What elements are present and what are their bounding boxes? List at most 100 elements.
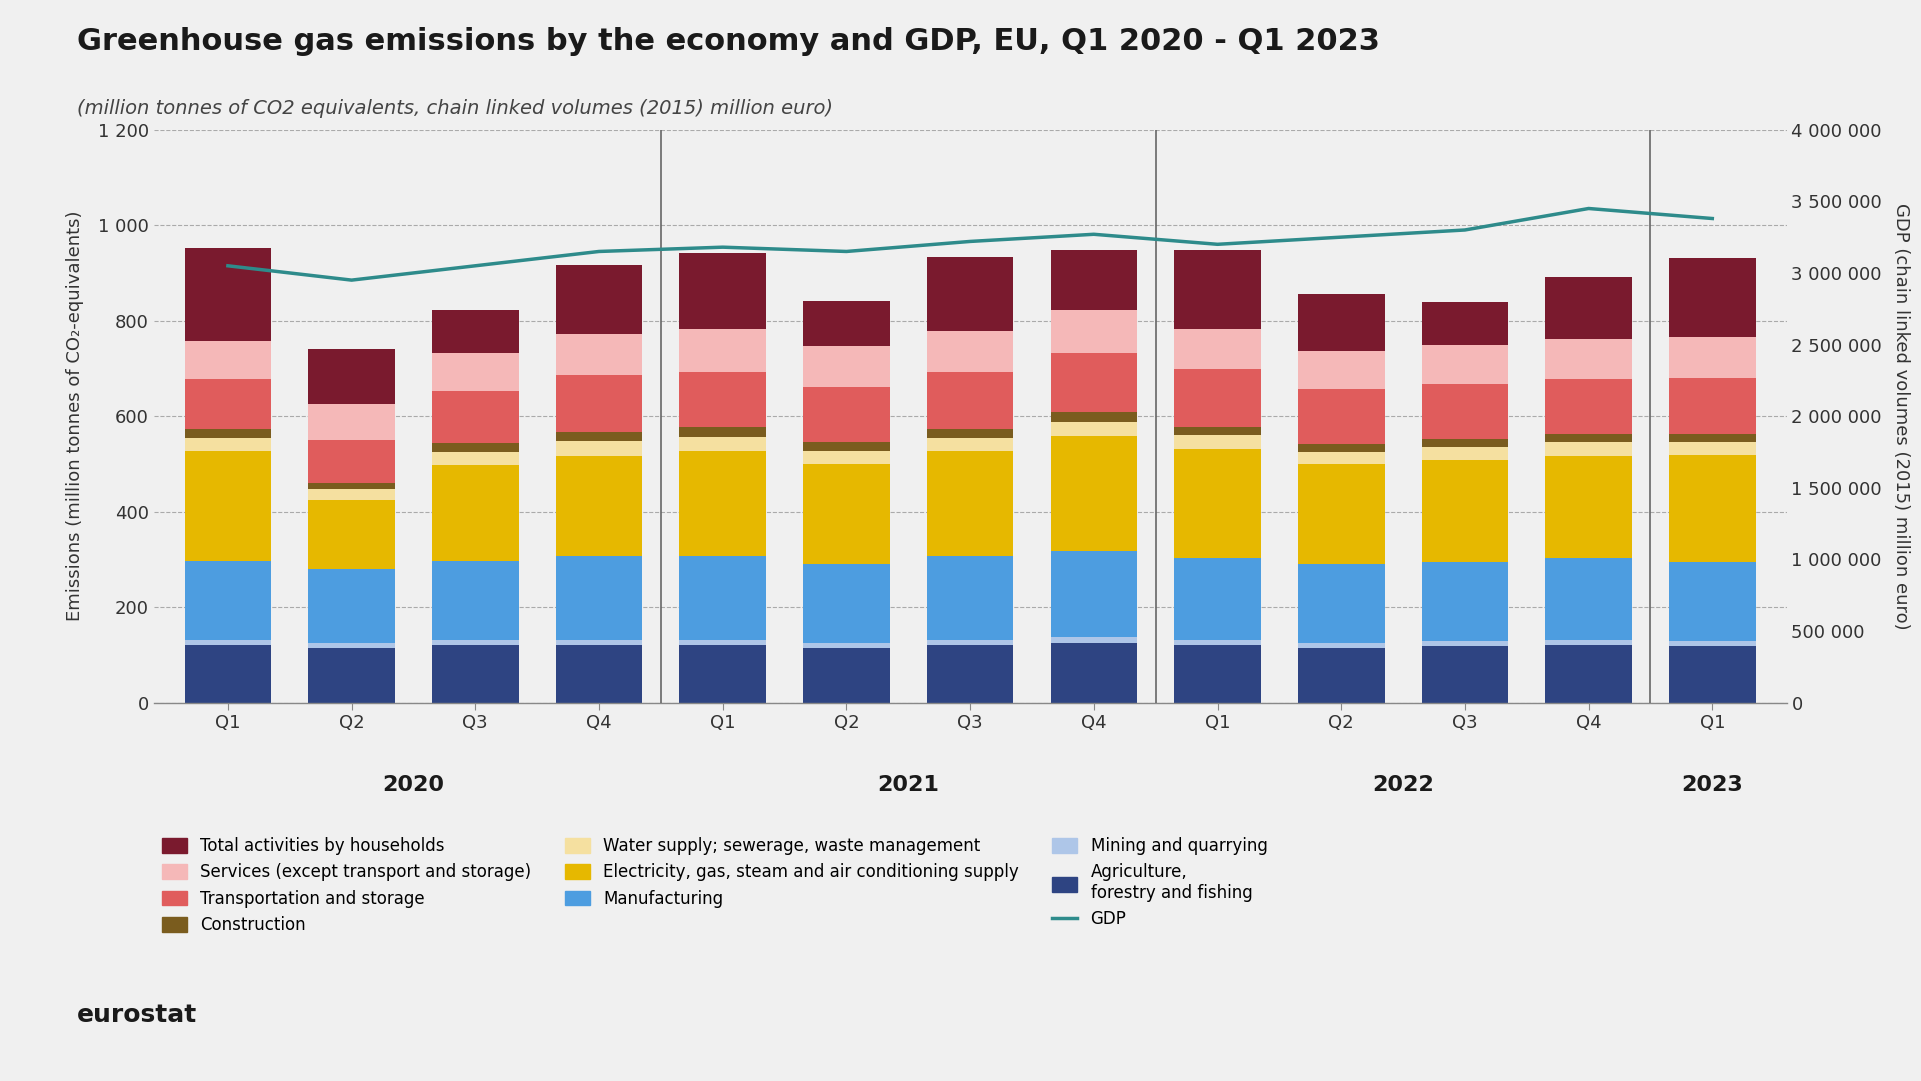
Bar [1299, 464, 1385, 564]
Bar [1669, 562, 1756, 641]
Text: 2020: 2020 [382, 775, 444, 795]
Bar [1422, 384, 1508, 439]
Bar [680, 253, 766, 330]
Bar [1051, 310, 1137, 352]
Bar [1669, 337, 1756, 377]
Bar [307, 482, 396, 490]
Bar [555, 645, 642, 703]
Bar [1299, 648, 1385, 703]
Bar [680, 427, 766, 437]
Bar [803, 451, 889, 464]
Bar [926, 257, 1014, 331]
Bar [1669, 377, 1756, 433]
Bar [432, 443, 519, 452]
Text: 2021: 2021 [878, 775, 939, 795]
Bar [1544, 379, 1633, 433]
Bar [1174, 370, 1260, 427]
Bar [1669, 646, 1756, 703]
Bar [1174, 559, 1260, 640]
Bar [803, 643, 889, 648]
Bar [184, 640, 271, 645]
Bar [1299, 294, 1385, 351]
Text: eurostat: eurostat [77, 1003, 198, 1027]
Bar [926, 556, 1014, 640]
Bar [680, 640, 766, 645]
Bar [926, 429, 1014, 438]
Bar [1051, 643, 1137, 703]
Bar [1051, 250, 1137, 310]
Bar [1051, 437, 1137, 551]
Bar [1051, 412, 1137, 422]
Bar [1422, 641, 1508, 646]
Bar [555, 640, 642, 645]
Bar [555, 334, 642, 375]
Bar [926, 640, 1014, 645]
Bar [555, 375, 642, 432]
Bar [184, 379, 271, 429]
Bar [307, 648, 396, 703]
Bar [1174, 329, 1260, 370]
Bar [1422, 446, 1508, 459]
Bar [1544, 277, 1633, 339]
Bar [1544, 442, 1633, 456]
Bar [555, 556, 642, 640]
Bar [1422, 646, 1508, 703]
Bar [1544, 645, 1633, 703]
Bar [1422, 439, 1508, 446]
Text: (million tonnes of CO2 equivalents, chain linked volumes (2015) million euro): (million tonnes of CO2 equivalents, chai… [77, 99, 834, 119]
Bar [184, 429, 271, 438]
Bar [1174, 645, 1260, 703]
Bar [926, 645, 1014, 703]
Bar [1174, 436, 1260, 449]
Bar [1051, 422, 1137, 437]
Bar [1174, 427, 1260, 436]
Bar [432, 465, 519, 561]
Bar [1544, 559, 1633, 640]
Bar [307, 490, 396, 499]
Bar [184, 341, 271, 379]
Bar [432, 310, 519, 352]
Bar [1544, 456, 1633, 559]
Bar [432, 645, 519, 703]
Bar [184, 561, 271, 640]
Bar [1669, 433, 1756, 442]
Bar [1051, 352, 1137, 412]
Bar [1174, 449, 1260, 559]
Bar [1422, 459, 1508, 562]
Bar [680, 556, 766, 640]
Bar [184, 451, 271, 561]
Bar [803, 347, 889, 387]
Bar [307, 349, 396, 404]
Bar [926, 438, 1014, 451]
Bar [1422, 302, 1508, 345]
Bar [1544, 640, 1633, 645]
Bar [1299, 643, 1385, 648]
Bar [803, 387, 889, 442]
Bar [184, 248, 271, 341]
Bar [803, 564, 889, 643]
Bar [432, 561, 519, 640]
Bar [926, 451, 1014, 556]
Bar [307, 643, 396, 648]
Bar [803, 464, 889, 564]
Text: 2023: 2023 [1681, 775, 1742, 795]
Bar [432, 352, 519, 391]
Bar [1544, 433, 1633, 442]
Bar [432, 452, 519, 465]
Bar [184, 645, 271, 703]
Bar [680, 372, 766, 427]
Bar [1299, 564, 1385, 643]
Bar [926, 331, 1014, 372]
Bar [1669, 258, 1756, 337]
Bar [555, 456, 642, 556]
Bar [1299, 452, 1385, 464]
Legend: Total activities by households, Services (except transport and storage), Transpo: Total activities by households, Services… [161, 837, 1268, 934]
Bar [1299, 351, 1385, 389]
Bar [1422, 562, 1508, 641]
Bar [680, 330, 766, 372]
Bar [1174, 250, 1260, 329]
Bar [307, 404, 396, 440]
Bar [1422, 345, 1508, 384]
Bar [1669, 442, 1756, 455]
Bar [1299, 444, 1385, 452]
